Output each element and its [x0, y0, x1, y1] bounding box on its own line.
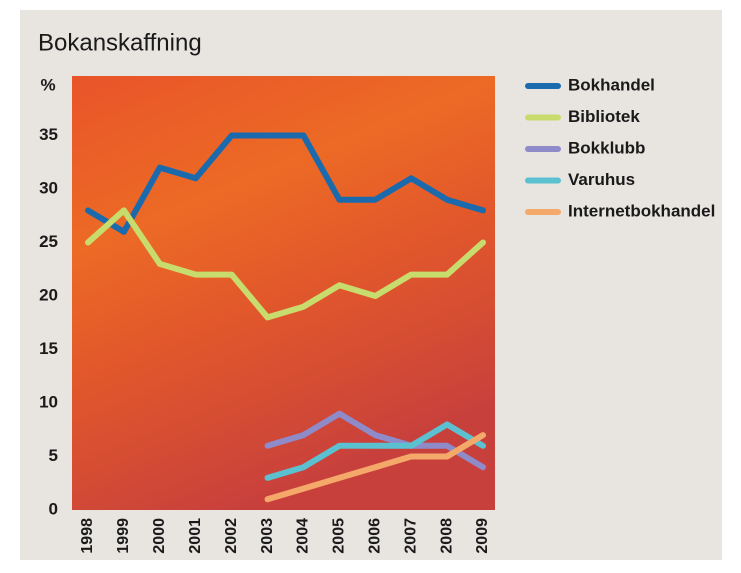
x-tick-label: 2004 [295, 518, 312, 554]
y-tick-label: 10 [39, 392, 58, 411]
chart-title: Bokanskaffning [38, 29, 202, 56]
legend-label: Bokhandel [568, 75, 655, 94]
y-tick-label: 5 [49, 446, 58, 465]
x-tick-label: 2009 [474, 518, 491, 554]
x-tick-label: 1999 [115, 518, 132, 554]
chart: Bokanskaffning % 0 5 10 15 20 25 30 35 1998 1999 2… [0, 0, 741, 568]
y-tick-label: 25 [39, 232, 58, 251]
page: {"chart_data": {"type": "line", "title":… [0, 0, 741, 568]
y-tick-label: 30 [39, 178, 58, 197]
x-tick-label: 2002 [223, 518, 240, 554]
x-tick-label: 2000 [151, 518, 168, 554]
x-tick-label: 2001 [187, 518, 204, 554]
x-tick-label: 2003 [259, 518, 276, 554]
x-tick-label: 2007 [402, 518, 419, 554]
x-tick-label: 2008 [438, 518, 455, 554]
x-tick-label: 2006 [366, 518, 383, 554]
x-tick-label: 2005 [331, 518, 348, 554]
y-tick-label: 35 [39, 125, 58, 144]
y-tick-label: 20 [39, 285, 58, 304]
legend-label: Bibliotek [568, 107, 640, 126]
y-tick-label: 0 [49, 499, 58, 518]
x-tick-label: 1998 [79, 518, 96, 554]
y-tick-label: 15 [39, 339, 58, 358]
legend-label: Bokklubb [568, 138, 645, 157]
y-axis-label: % [40, 75, 55, 94]
legend-label: Internetbokhandel [568, 201, 715, 220]
legend-label: Varuhus [568, 170, 635, 189]
